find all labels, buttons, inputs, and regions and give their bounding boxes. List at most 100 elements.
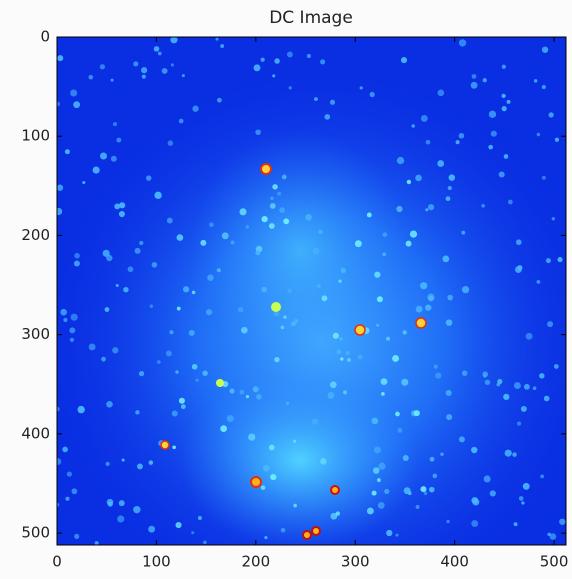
spot <box>522 482 530 490</box>
spot <box>541 84 546 89</box>
spot <box>547 321 554 328</box>
spot <box>401 378 409 386</box>
spot <box>415 317 427 329</box>
spot <box>458 132 465 139</box>
spot <box>523 383 530 390</box>
spot <box>112 122 118 127</box>
spot <box>483 475 491 483</box>
spot <box>69 327 76 334</box>
spot <box>461 370 468 376</box>
spot <box>57 101 61 107</box>
spot <box>202 370 208 376</box>
spot <box>501 106 507 112</box>
spot <box>171 410 178 417</box>
spot <box>157 360 161 364</box>
spot <box>274 58 280 64</box>
spot <box>115 284 119 288</box>
spot <box>516 421 522 426</box>
spot <box>175 370 179 374</box>
spot <box>188 329 195 336</box>
spot <box>540 474 545 479</box>
image-glow <box>180 370 420 545</box>
spot <box>112 347 119 354</box>
spot <box>380 378 388 385</box>
spot <box>497 378 503 385</box>
spot <box>160 440 170 450</box>
x-tick-label: 100 <box>142 553 171 571</box>
spot <box>271 302 281 312</box>
spot <box>286 51 293 58</box>
spots <box>57 37 566 545</box>
spot <box>332 332 339 339</box>
spot <box>239 389 245 395</box>
spot <box>133 61 139 67</box>
spot <box>283 315 287 319</box>
spot <box>73 101 81 109</box>
spot <box>141 74 146 79</box>
spot <box>230 240 235 245</box>
spot <box>429 456 435 462</box>
spot <box>57 458 62 465</box>
spot <box>148 460 154 465</box>
spot <box>376 296 383 303</box>
spot <box>107 501 113 507</box>
spot <box>71 488 78 495</box>
spot <box>327 392 335 399</box>
spot <box>471 496 479 504</box>
spot <box>384 488 390 494</box>
spot <box>376 323 380 327</box>
spot <box>517 265 523 271</box>
spot <box>127 266 134 273</box>
spot <box>513 522 518 527</box>
spot <box>121 458 125 462</box>
spot <box>376 478 381 483</box>
spot <box>405 240 412 247</box>
spot <box>180 404 186 410</box>
spot <box>415 305 423 313</box>
spot <box>507 199 513 205</box>
spot <box>382 252 387 257</box>
x-tick-label: 300 <box>341 553 370 571</box>
spot <box>313 97 318 102</box>
spot <box>423 491 428 496</box>
spot <box>513 382 521 390</box>
spot <box>539 373 545 379</box>
spot <box>114 203 121 210</box>
spot <box>279 207 286 214</box>
spot <box>329 99 336 105</box>
spot <box>62 446 68 453</box>
spot <box>272 74 276 78</box>
spot <box>489 490 496 497</box>
spot <box>447 186 452 191</box>
spot <box>255 129 261 136</box>
spot <box>277 191 282 196</box>
spot <box>260 163 272 175</box>
spot <box>340 267 346 274</box>
spot <box>330 512 338 520</box>
spot <box>178 118 184 124</box>
spot <box>461 230 466 235</box>
spot <box>420 486 427 493</box>
spot <box>260 485 266 490</box>
spot <box>200 239 207 246</box>
spot <box>515 239 522 246</box>
axes-frame <box>56 36 567 546</box>
spot <box>104 307 110 312</box>
spot <box>270 196 274 200</box>
spot <box>161 68 168 74</box>
spot <box>482 78 487 83</box>
spot <box>268 223 275 229</box>
spot <box>372 467 380 474</box>
spot <box>320 59 326 65</box>
spot <box>518 496 524 501</box>
spot <box>512 452 517 457</box>
spot <box>470 81 478 89</box>
spot <box>288 86 292 90</box>
spot <box>217 97 222 103</box>
spot <box>195 378 199 382</box>
spot <box>250 476 262 488</box>
spot <box>447 294 453 301</box>
spot <box>501 93 506 99</box>
spot <box>138 370 145 377</box>
spot <box>415 504 420 509</box>
